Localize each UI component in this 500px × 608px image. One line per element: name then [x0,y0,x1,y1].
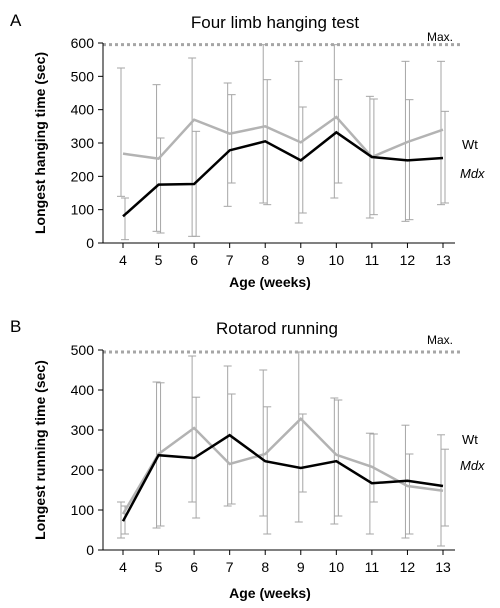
chart-b-svg: B Rotarod running Longest running time (… [10,317,485,601]
x-axis-label: Age (weeks) [229,274,311,290]
x-tick-label: 4 [119,252,127,268]
x-tick-label: 7 [226,559,234,575]
x-tick-label: 5 [155,559,163,575]
x-tick-label: 8 [261,252,269,268]
x-tick-label: 7 [226,252,234,268]
y-tick-label: 200 [71,462,95,478]
x-tick-label: 5 [155,252,163,268]
x-tick-label: 13 [435,559,451,575]
plot-area: 0 100 200 300 400 500 600 4 5 6 7 8 9 10 11 12 13 [71,35,461,268]
x-tick-label: 11 [365,252,380,268]
chart-a-svg: A Four limb hanging test Longest hanging… [10,11,485,290]
x-tick-label: 4 [119,559,127,575]
y-tick-label: 600 [71,35,95,51]
chart-title: Four limb hanging test [191,13,359,32]
x-axis-label: Age (weeks) [229,585,311,601]
y-axis-label: Longest hanging time (sec) [32,52,48,234]
chart-panel-a: A Four limb hanging test Longest hanging… [10,11,485,290]
x-tick-label: 9 [297,252,305,268]
y-tick-label: 400 [71,382,95,398]
x-tick-label: 13 [435,252,451,268]
y-tick-label: 300 [71,422,95,438]
series-line-wt [121,417,444,515]
y-tick-label: 100 [71,202,95,218]
series-line-mdx [122,130,444,218]
y-tick-label: 100 [71,502,95,518]
legend-mdx: Mdx [460,166,485,181]
series-line-wt [122,115,444,160]
y-tick-label: 200 [71,168,95,184]
x-tick-label: 9 [297,559,305,575]
chart-title: Rotarod running [216,319,338,338]
y-tick-label: 300 [71,135,95,151]
x-tick-label: 10 [329,252,345,268]
x-tick-label: 8 [261,559,269,575]
y-axis-label: Longest running time (sec) [32,360,48,540]
x-tick-label: 12 [400,252,416,268]
x-tick-label: 12 [400,559,416,575]
y-tick-label: 500 [71,342,95,358]
series-line-mdx [121,433,444,522]
y-tick-label: 0 [86,235,94,251]
legend-wt: Wt [462,137,478,152]
max-label: Max. [427,333,453,347]
max-label: Max. [427,30,453,44]
y-tick-label: 0 [86,542,94,558]
chart-panel-b: B Rotarod running Longest running time (… [0,304,500,608]
x-tick-label: 6 [190,559,198,575]
legend-wt: Wt [462,432,478,447]
panel-letter: A [10,11,22,30]
plot-area: 0 100 200 300 400 500 4 5 6 7 8 9 10 11 12 13 [71,342,461,575]
y-tick-label: 400 [71,102,95,118]
panel-letter: B [10,317,21,336]
x-tick-label: 11 [365,559,380,575]
y-tick-label: 500 [71,68,95,84]
legend-mdx: Mdx [460,458,485,473]
x-tick-label: 6 [190,252,198,268]
x-tick-label: 10 [329,559,345,575]
